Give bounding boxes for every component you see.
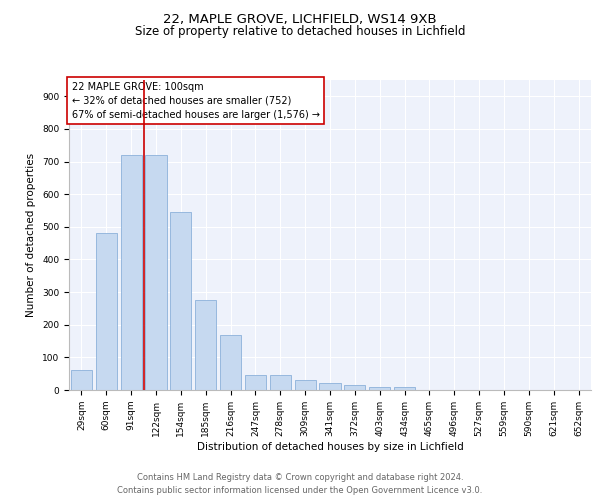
Y-axis label: Number of detached properties: Number of detached properties	[26, 153, 37, 317]
Bar	[245, 374, 266, 390]
Bar	[145, 155, 167, 390]
X-axis label: Distribution of detached houses by size in Lichfield: Distribution of detached houses by size …	[197, 442, 463, 452]
Bar	[220, 334, 241, 390]
Bar	[195, 300, 216, 390]
Bar	[270, 374, 291, 390]
Text: Contains HM Land Registry data © Crown copyright and database right 2024.: Contains HM Land Registry data © Crown c…	[137, 472, 463, 482]
Text: Contains public sector information licensed under the Open Government Licence v3: Contains public sector information licen…	[118, 486, 482, 495]
Text: 22, MAPLE GROVE, LICHFIELD, WS14 9XB: 22, MAPLE GROVE, LICHFIELD, WS14 9XB	[163, 12, 437, 26]
Bar	[344, 385, 365, 390]
Bar	[394, 388, 415, 390]
Bar	[295, 380, 316, 390]
Bar	[319, 384, 341, 390]
Bar	[96, 234, 117, 390]
Bar	[121, 155, 142, 390]
Text: 22 MAPLE GROVE: 100sqm
← 32% of detached houses are smaller (752)
67% of semi-de: 22 MAPLE GROVE: 100sqm ← 32% of detached…	[71, 82, 320, 120]
Bar	[170, 212, 191, 390]
Bar	[71, 370, 92, 390]
Bar	[369, 388, 390, 390]
Text: Size of property relative to detached houses in Lichfield: Size of property relative to detached ho…	[135, 25, 465, 38]
